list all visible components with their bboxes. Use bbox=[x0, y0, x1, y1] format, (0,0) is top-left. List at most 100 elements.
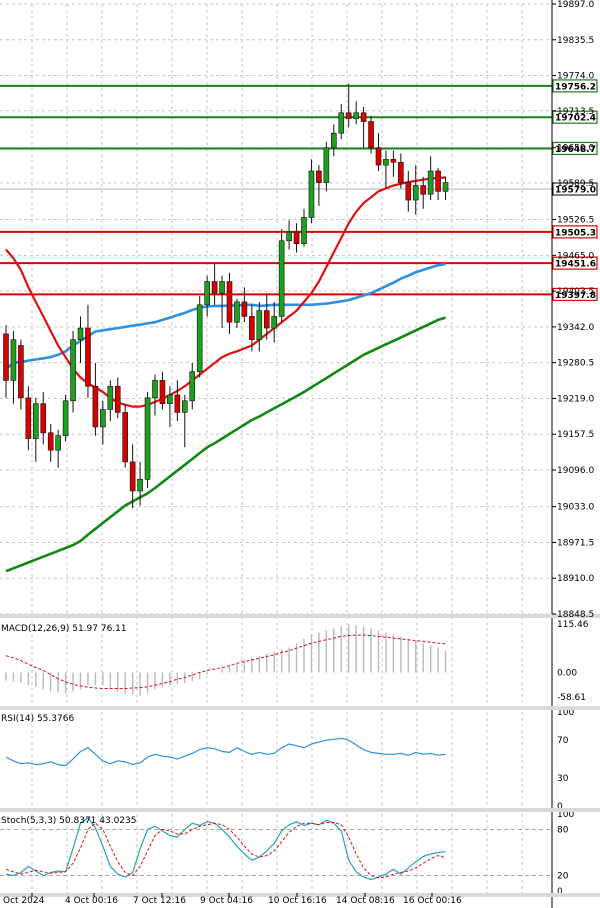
candle-body bbox=[278, 240, 285, 317]
candle-body bbox=[144, 397, 151, 480]
candle-body bbox=[263, 310, 270, 329]
candle-body bbox=[338, 112, 345, 134]
macd-tick-label: -58.61 bbox=[557, 693, 586, 703]
candle-body bbox=[55, 435, 61, 451]
candle-body bbox=[92, 385, 99, 428]
price-tick-label: 19897.0 bbox=[557, 0, 594, 10]
price-tick-label: 19096.0 bbox=[557, 466, 594, 476]
rsi-tick-label: 0 bbox=[557, 802, 563, 812]
candle-body bbox=[77, 327, 84, 340]
candle-body bbox=[308, 170, 315, 218]
level-label: 19505.3 bbox=[555, 228, 596, 238]
moving-averages bbox=[5, 176, 446, 573]
time-tick-label: 4 Oct 00:16 bbox=[65, 896, 118, 906]
panel-separator bbox=[0, 614, 600, 618]
rsi-tick-label: 30 bbox=[557, 774, 569, 784]
candle-body bbox=[442, 182, 449, 192]
rsi-tick-label: 70 bbox=[557, 736, 569, 746]
price-tick-label: 18848.5 bbox=[557, 610, 594, 620]
candle-body bbox=[167, 394, 173, 404]
ma-green-line bbox=[5, 316, 446, 573]
candle-body bbox=[316, 170, 322, 183]
level-label: 19702.4 bbox=[555, 114, 596, 124]
time-tick-label: 10 Oct 16:16 bbox=[268, 896, 327, 906]
candle-body bbox=[412, 185, 419, 201]
candle-body bbox=[249, 316, 255, 340]
candle-body bbox=[219, 281, 225, 294]
candle-body bbox=[18, 345, 24, 399]
price-tick-label: 19403.5 bbox=[557, 287, 594, 297]
stoch-label: Stoch(5,3,3) 50.8371 43.0235 bbox=[1, 816, 136, 826]
candle-body bbox=[10, 339, 17, 381]
price-tick-label: 18910.0 bbox=[557, 574, 594, 584]
candle-body bbox=[383, 159, 389, 166]
price-tick-label: 18971.5 bbox=[557, 538, 594, 548]
candle-body bbox=[40, 403, 47, 434]
candle-body bbox=[189, 371, 196, 402]
rsi-panel: 100 70 30 0 bbox=[5, 708, 574, 812]
time-tick-label: 7 Oct 12:16 bbox=[133, 896, 186, 906]
stoch-tick-label: 80 bbox=[557, 825, 569, 835]
current-price-label: 19579.0 bbox=[555, 186, 596, 196]
current-price-box bbox=[552, 182, 598, 196]
level-label: 19756.2 bbox=[555, 82, 596, 92]
time-tick-label: 14 Oct 08:16 bbox=[336, 896, 395, 906]
candle-body bbox=[129, 461, 136, 492]
stoch-tick-label: 0 bbox=[557, 887, 563, 897]
time-tick-label: Oct 2024 bbox=[3, 896, 45, 906]
level-label: 19397.8 bbox=[555, 291, 596, 301]
candle-body bbox=[323, 147, 330, 183]
candle-body bbox=[234, 301, 240, 323]
candle-body bbox=[211, 281, 218, 294]
price-tick-label: 19465.0 bbox=[557, 251, 594, 261]
level-label-box bbox=[552, 256, 598, 270]
candle-body bbox=[70, 339, 76, 402]
candle-body bbox=[85, 327, 91, 387]
price-tick-label: 19526.5 bbox=[557, 216, 594, 226]
stoch-panel: 100 80 20 0 bbox=[0, 810, 574, 897]
candle-body bbox=[345, 112, 352, 119]
rsi-label: RSI(14) 55.3766 bbox=[1, 714, 74, 724]
candle-body bbox=[427, 170, 434, 195]
candle-body bbox=[360, 112, 367, 122]
candle-body bbox=[375, 147, 382, 166]
price-tick-label: 19219.0 bbox=[557, 394, 594, 404]
candle-body bbox=[182, 400, 188, 413]
candle-body bbox=[47, 432, 54, 451]
panel-separator bbox=[0, 706, 600, 710]
candlesticks bbox=[3, 83, 449, 509]
ma-blue-line bbox=[5, 262, 446, 370]
candle-body bbox=[159, 380, 166, 404]
stoch-k-line bbox=[5, 817, 446, 881]
ma-red-line bbox=[5, 176, 446, 408]
candle-body bbox=[152, 380, 158, 399]
stoch-tick-label: 20 bbox=[557, 872, 569, 882]
level-label: 19648.7 bbox=[555, 145, 596, 155]
stoch-d-line bbox=[5, 822, 446, 879]
candle-body bbox=[174, 394, 181, 413]
candle-body bbox=[62, 400, 69, 436]
candle-body bbox=[398, 161, 404, 183]
time-tick-label: 16 Oct 00:16 bbox=[403, 896, 462, 906]
rsi-line bbox=[5, 737, 446, 767]
price-tick-label: 19033.0 bbox=[557, 503, 594, 513]
candle-body bbox=[353, 112, 359, 119]
panel-separator bbox=[0, 893, 600, 897]
candle-body bbox=[301, 217, 307, 244]
price-tick-label: 19835.5 bbox=[557, 36, 594, 46]
price-tick-label: 19342.0 bbox=[557, 323, 594, 333]
rsi-tick-label: 100 bbox=[557, 708, 574, 718]
candle-body bbox=[25, 397, 32, 439]
candle-body bbox=[256, 310, 263, 340]
macd-tick-label: 115.46 bbox=[557, 620, 589, 630]
candle-body bbox=[3, 333, 9, 381]
candle-body bbox=[435, 170, 441, 192]
time-tick-label: 9 Oct 04:16 bbox=[200, 896, 253, 906]
candle-body bbox=[271, 316, 278, 329]
level-label-box bbox=[552, 287, 598, 302]
level-label-box bbox=[552, 225, 598, 239]
candle-body bbox=[368, 121, 374, 149]
candle-body bbox=[196, 304, 203, 372]
